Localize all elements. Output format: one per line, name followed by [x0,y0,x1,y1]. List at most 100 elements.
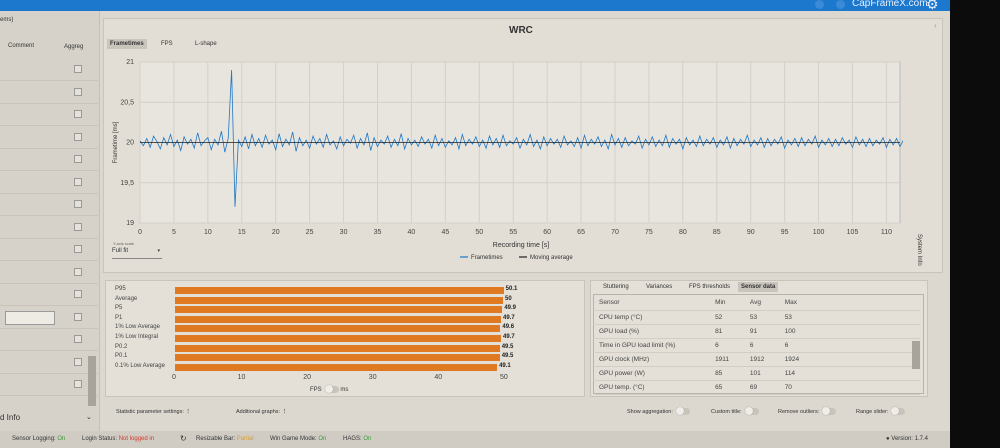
aggregation-checkbox[interactable] [74,110,82,118]
toggle-switch[interactable] [891,407,906,415]
chevron-down-icon[interactable]: ⌄ [86,414,92,421]
aggregation-checkbox[interactable] [74,335,82,343]
frametime-chart: 0 5 10 15 20 25 30 35 40 45 50 55 60 65 70 75 80 85 90 95 10… [113,59,903,261]
aggregation-checkbox[interactable] [74,245,82,253]
record-row[interactable] [0,217,98,239]
tab-fps-thresholds[interactable]: FPS thresholds [689,284,731,290]
bar-label: P95 [115,286,126,292]
collapse-icon[interactable]: ‹ [934,21,937,30]
custom-title-toggle[interactable]: Custom title: [711,407,759,415]
record-row[interactable] [0,172,98,194]
x-tick-label: 20 [272,229,280,236]
aggregation-checkbox[interactable] [74,312,82,321]
aggregation-checkbox[interactable] [74,222,82,231]
sensor-cell: 85 [711,366,746,381]
column-header-comment[interactable]: Comment [8,43,35,49]
bar-label: 1% Low Integral [115,334,159,340]
system-info-tab[interactable]: System Info [916,234,922,266]
label: Range slider: [856,408,889,415]
notification-icon[interactable] [815,0,824,9]
comment-input[interactable] [5,311,55,325]
show-aggregation-toggle[interactable]: Show aggregation: [627,407,690,415]
toggle-switch[interactable] [675,407,690,415]
toggle-switch[interactable] [744,407,759,415]
range-slider-toggle[interactable]: Range slider: [856,407,906,415]
sensor-scrollbar[interactable] [912,341,920,369]
record-row[interactable] [0,329,98,351]
y-scale-dropdown[interactable]: Full fit ▾ [112,248,162,259]
panel-title: ems) [0,17,14,23]
record-row[interactable] [0,104,98,126]
tab-variances[interactable]: Variances [646,284,673,290]
record-row[interactable] [0,262,98,284]
x-tick-label: 25 [306,229,314,236]
system-info-section[interactable]: d Info [0,413,21,422]
record-row[interactable] [0,352,98,374]
bar-x-tick: 40 [434,374,443,381]
github-icon[interactable]: ● [886,436,890,442]
record-row[interactable] [0,194,98,216]
bar-value: 49.7 [503,334,515,340]
aggregation-checkbox[interactable] [74,132,82,141]
x-tick-label: 60 [543,229,551,236]
record-row[interactable] [0,149,98,171]
bar-x-tick: 0 [172,374,176,381]
record-row[interactable] [0,82,98,104]
label: Sensor Logging: [12,436,56,442]
scrollbar[interactable] [88,356,96,406]
y-scale-label: Y-axis scale [113,241,135,246]
sensor-cell: 53 [780,310,920,325]
bar-value: 49.7 [503,314,515,321]
aggregation-checkbox[interactable] [74,200,82,208]
record-row[interactable] [0,374,98,396]
additional-graphs-button[interactable]: Additional graphs: ⋮ [236,409,287,415]
label: Statistic parameter settings: [116,409,184,415]
sensor-row: Time in GPU load limit (%) 6 6 6 [595,338,920,353]
remove-outliers-toggle[interactable]: Remove outliers: [778,407,837,415]
toggle-switch[interactable] [822,407,837,415]
tab-fps[interactable]: FPS [161,41,173,47]
export-icon[interactable] [836,0,845,9]
aggregation-checkbox[interactable] [74,155,82,163]
statistic-settings-button[interactable]: Statistic parameter settings: ⋮ [116,409,191,415]
toggle-switch[interactable] [324,385,339,393]
sensor-cell: CPU temp (°C) [595,310,712,325]
record-row[interactable] [0,307,98,329]
aggregation-checkbox[interactable] [74,177,82,186]
bottom-toolbar: Statistic parameter settings: ⋮ Addition… [103,402,943,424]
login-status[interactable]: Login Status: Not logged in [82,436,154,442]
fps-ms-toggle[interactable]: FPS ms [310,385,348,393]
column-header-aggregation[interactable]: Aggreg [64,44,84,50]
aggregation-checkbox[interactable] [74,65,82,73]
tab-frametimes[interactable]: Frametimes [107,39,147,49]
aggregation-checkbox[interactable] [74,380,82,388]
tab-stuttering[interactable]: Stuttering [603,284,629,290]
tab-sensor-data[interactable]: Sensor data [738,282,779,292]
sensor-cell: 100 [780,324,920,339]
bar [175,315,502,323]
y-tick-label: 21 [126,59,134,66]
aggregation-checkbox[interactable] [74,357,82,366]
sensor-cell: 69 [745,380,781,395]
sensor-cell: 1911 [711,352,746,367]
aggregation-checkbox[interactable] [74,267,82,276]
tab-l-shape[interactable]: L-shape [195,41,217,47]
bar [175,325,501,333]
bar [175,344,500,352]
record-row[interactable] [0,59,98,81]
record-row[interactable] [0,284,98,306]
record-row[interactable] [0,239,98,261]
sensor-table: Sensor Min Avg Max CPU temp (°C) 52 53 53 GPU lo… [595,296,920,395]
aggregation-checkbox[interactable] [74,87,82,96]
bar-label: P1 [115,314,123,321]
sensor-cell: 91 [745,324,781,339]
record-row[interactable] [0,127,98,149]
aggregation-checkbox[interactable] [74,290,82,298]
refresh-icon[interactable]: ↻ [180,434,187,443]
value: On [57,436,66,442]
column-header: Max [780,296,920,311]
x-tick-label: 80 [679,229,687,236]
website-link[interactable]: CapFrameX.com [852,0,928,9]
gear-icon[interactable]: ⚙ [926,0,939,12]
x-axis-label: Recording time [s] [493,242,549,249]
